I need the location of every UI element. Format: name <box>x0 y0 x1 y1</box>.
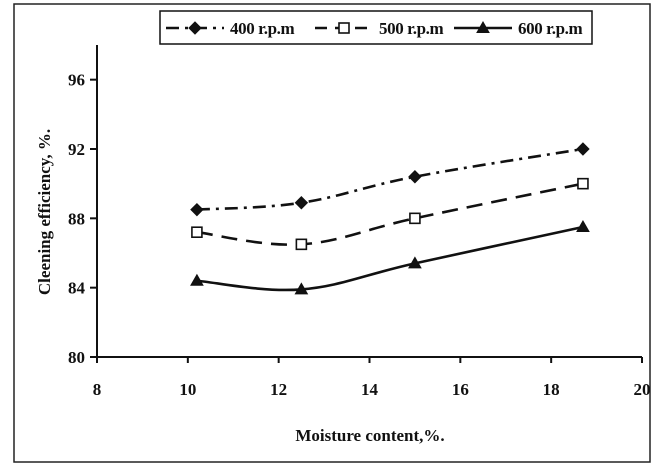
data-point-400-r-p-m <box>294 196 309 210</box>
data-point-400-r-p-m <box>190 202 204 217</box>
series-600-r-p-m <box>190 219 590 295</box>
series-line-400-r-p-m <box>196 147 584 211</box>
series-line-500-r-p-m <box>196 182 584 246</box>
legend-entry-500-r-p-m: 500 r.p.m <box>315 19 444 38</box>
y-tick-label: 84 <box>68 279 86 298</box>
x-tick-label: 8 <box>93 380 102 399</box>
data-point-400-r-p-m <box>408 170 422 184</box>
legend-box <box>159 10 593 45</box>
legend-label-500-r-p-m: 500 r.p.m <box>379 19 443 38</box>
data-point-500-r-p-m <box>577 177 589 190</box>
x-tick-label: 12 <box>270 380 287 399</box>
legend-marker-600-r-p-m <box>476 20 490 33</box>
x-axis-title: Moisture content,%. <box>295 426 444 445</box>
data-point-600-r-p-m <box>576 219 590 232</box>
series-500-r-p-m <box>191 177 589 251</box>
data-point-600-r-p-m <box>190 273 204 286</box>
legend-entry-600-r-p-m: 600 r.p.m <box>454 19 583 38</box>
data-point-500-r-p-m <box>295 238 308 251</box>
data-point-600-r-p-m <box>408 256 422 269</box>
y-tick-label: 96 <box>68 71 85 90</box>
series-400-r-p-m <box>190 142 590 217</box>
figure-frame <box>13 3 651 463</box>
data-point-400-r-p-m <box>576 142 590 156</box>
legend-entry-400-r-p-m: 400 r.p.m <box>166 19 295 38</box>
x-tick-label: 18 <box>543 380 560 399</box>
y-tick-label: 92 <box>68 140 85 159</box>
y-axis-ticks: 80 84 88 92 96 <box>68 71 97 367</box>
series-layer <box>190 142 590 295</box>
x-tick-label: 16 <box>452 380 469 399</box>
y-tick-label: 80 <box>68 348 85 367</box>
y-tick-label: 88 <box>68 209 85 228</box>
data-point-500-r-p-m <box>191 226 203 238</box>
data-point-500-r-p-m <box>409 212 421 225</box>
legend-label-400-r-p-m: 400 r.p.m <box>230 19 294 38</box>
legend: 400 r.p.m 500 r.p.m 600 r.p.m <box>159 10 593 45</box>
x-tick-label: 14 <box>361 380 379 399</box>
x-tick-label: 10 <box>179 380 196 399</box>
data-point-600-r-p-m <box>294 282 309 295</box>
x-tick-label: 20 <box>634 380 651 399</box>
legend-label-600-r-p-m: 600 r.p.m <box>518 19 582 38</box>
legend-marker-400-r-p-m <box>188 21 202 35</box>
series-line-600-r-p-m <box>196 225 584 292</box>
y-axis-title: Cleening efficiency, %. <box>35 129 54 295</box>
x-axis-ticks: 8 10 12 14 16 18 20 <box>93 357 651 399</box>
legend-marker-500-r-p-m <box>338 22 350 34</box>
